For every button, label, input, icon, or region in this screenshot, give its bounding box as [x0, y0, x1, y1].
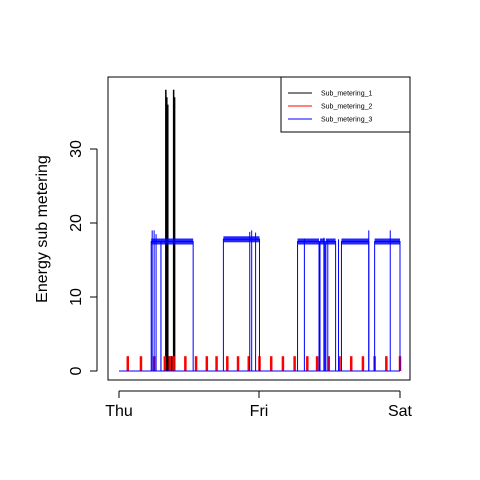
block-band-2-4	[319, 238, 325, 245]
block-band-2-1	[160, 238, 194, 245]
plot-frame	[107, 76, 411, 381]
block-2-3	[297, 241, 320, 371]
y-axis: 0 10 20 30 Energy sub metering	[34, 140, 98, 375]
legend: Sub_metering_1 Sub_metering_2 Sub_meteri…	[280, 76, 411, 133]
plot-area	[107, 76, 411, 381]
block-band-2-3	[297, 238, 320, 245]
y-tick-label-20: 20	[68, 214, 85, 232]
block-band-2-5	[325, 238, 336, 245]
legend-label-sub-metering-1: Sub_metering_1	[321, 91, 372, 98]
x-axis: Thu Fri Sat	[105, 390, 413, 420]
series-sub-metering-3	[119, 230, 401, 372]
y-tick-label-10: 10	[68, 288, 85, 306]
legend-label-sub-metering-3: Sub_metering_3	[321, 117, 372, 124]
block-band-2-7	[374, 238, 400, 245]
y-tick-label-30: 30	[68, 140, 85, 158]
block-2-2	[222, 238, 260, 371]
block-2-6	[340, 241, 370, 371]
block-band-2-2	[223, 236, 260, 243]
block-band-2-6	[341, 238, 369, 245]
y-axis-title: Energy sub metering	[34, 155, 51, 303]
series-layer	[119, 89, 402, 372]
y-tick-label-0: 0	[68, 366, 85, 375]
x-tick-label-thu: Thu	[105, 403, 133, 420]
block-2-7	[374, 241, 401, 371]
x-tick-label-sat: Sat	[388, 403, 413, 420]
x-tick-label-fri: Fri	[250, 403, 269, 420]
legend-box	[280, 76, 411, 133]
legend-label-sub-metering-2: Sub_metering_2	[321, 104, 372, 111]
